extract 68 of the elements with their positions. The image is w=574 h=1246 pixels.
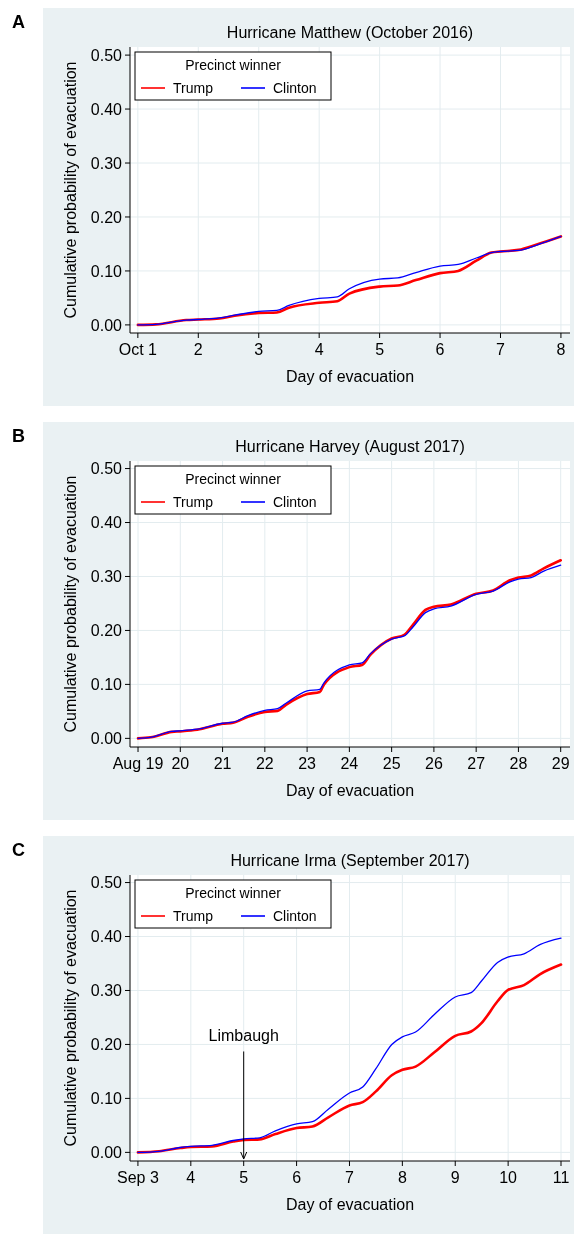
y-tick-label: 0.20 <box>90 622 123 640</box>
x-tick-label: 28 <box>509 755 528 772</box>
legend-label: Trump <box>173 907 214 924</box>
y-tick-label: 0.00 <box>90 316 123 334</box>
chart-title: Hurricane Irma (September 2017) <box>230 852 470 869</box>
y-tick-label: 0.30 <box>90 568 123 586</box>
y-tick-label: 0.40 <box>90 100 123 118</box>
y-axis-title: Cumulative probability of evacuation <box>62 61 79 319</box>
legend-label: Trump <box>173 79 214 96</box>
x-tick-label: 5 <box>239 1169 249 1186</box>
x-tick-label: 21 <box>213 755 232 772</box>
x-tick-label: 2 <box>193 341 203 358</box>
legend-label: Trump <box>173 493 214 510</box>
y-tick-label: 0.40 <box>90 928 123 946</box>
y-tick-label: 0.20 <box>90 208 123 226</box>
x-tick-label: 27 <box>467 755 486 772</box>
annotation: Limbaugh <box>208 1027 279 1045</box>
chart-title: Hurricane Harvey (August 2017) <box>235 438 465 455</box>
y-tick-label: 0.30 <box>90 154 123 172</box>
x-tick-label: 11 <box>552 1169 570 1186</box>
y-tick-label: 0.10 <box>90 1090 123 1107</box>
y-axis-title: Cumulative probability of evacuation <box>62 475 79 733</box>
x-tick-label: Sep 3 <box>117 1169 159 1186</box>
legend-label: Clinton <box>273 79 317 96</box>
legend-label: Clinton <box>273 907 317 924</box>
x-tick-label: 6 <box>292 1169 302 1186</box>
x-tick-label: 8 <box>397 1169 407 1186</box>
x-tick-label: 25 <box>382 755 401 772</box>
y-tick-label: 0.20 <box>90 1036 123 1054</box>
text: C <box>12 840 25 860</box>
x-tick-label: 10 <box>499 1169 518 1186</box>
text: B <box>12 426 25 446</box>
y-tick-label: 0.50 <box>90 874 123 892</box>
x-tick-label: 8 <box>556 341 566 358</box>
x-tick-label: 6 <box>435 341 445 358</box>
y-tick-label: 0.00 <box>90 1143 123 1161</box>
x-tick-label: 3 <box>254 341 264 358</box>
x-tick-label: 4 <box>186 1169 196 1186</box>
legend-title: Precinct winner <box>185 57 282 73</box>
x-tick-label: 26 <box>425 755 443 772</box>
x-tick-label: Aug 19 <box>112 755 164 772</box>
x-tick-label: Oct 1 <box>118 341 158 358</box>
legend-label: Clinton <box>273 493 317 510</box>
text: A <box>12 12 25 32</box>
x-tick-label: 29 <box>551 755 570 772</box>
chart-title: Hurricane Matthew (October 2016) <box>226 24 474 41</box>
x-tick-label: 22 <box>255 755 274 772</box>
y-tick-label: 0.10 <box>90 262 123 280</box>
x-tick-label: 9 <box>450 1169 460 1186</box>
x-tick-label: 7 <box>496 341 506 358</box>
y-tick-label: 0.50 <box>90 460 123 478</box>
legend-title: Precinct winner <box>185 471 282 487</box>
y-tick-label: 0.00 <box>90 729 123 747</box>
y-tick-label: 0.40 <box>90 514 123 532</box>
x-tick-label: 4 <box>314 341 324 358</box>
x-tick-label: 23 <box>298 755 317 772</box>
y-tick-label: 0.50 <box>90 46 123 64</box>
x-tick-label: 5 <box>375 341 385 358</box>
x-tick-label: 20 <box>171 755 190 772</box>
x-axis-title: Day of evacuation <box>285 368 415 385</box>
x-axis-title: Day of evacuation <box>285 782 415 799</box>
x-tick-label: 7 <box>345 1169 355 1186</box>
x-axis-title: Day of evacuation <box>285 1196 415 1213</box>
y-axis-title: Cumulative probability of evacuation <box>62 889 79 1147</box>
y-tick-label: 0.30 <box>90 982 123 1000</box>
legend-title: Precinct winner <box>185 885 282 901</box>
x-tick-label: 24 <box>340 755 359 772</box>
y-tick-label: 0.10 <box>90 676 123 693</box>
